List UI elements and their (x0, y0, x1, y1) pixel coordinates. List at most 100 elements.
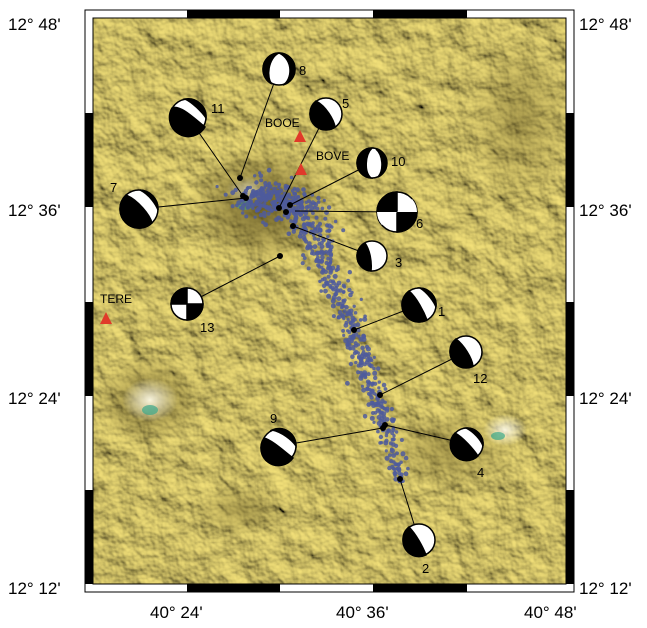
seismicity-dot (331, 287, 336, 292)
focal-mechanism-7 (119, 189, 159, 229)
seismicity-dot (278, 188, 284, 193)
seismicity-dot (329, 253, 333, 258)
station-triangle-tere (100, 312, 112, 324)
seismicity-dot (327, 229, 331, 233)
event-label-9: 9 (270, 411, 277, 426)
seismicity-dot (391, 428, 396, 433)
focal-mechanism-13 (170, 287, 204, 321)
seismicity-dot (267, 181, 271, 185)
leader-line-5 (278, 113, 327, 209)
seismicity-dot (261, 189, 266, 195)
epicenter-7 (243, 195, 249, 201)
seismicity-dot (325, 223, 330, 228)
seismicity-dot (392, 434, 396, 438)
seismicity-dot (253, 215, 257, 219)
seismicity-dot (320, 277, 325, 282)
lat-label-right-1212: 12° 12' (579, 579, 632, 598)
seismicity-dot (362, 370, 368, 376)
seismicity-dot (372, 370, 378, 376)
seismicity-dot (312, 236, 317, 241)
lon-label-4048: 40° 48' (524, 603, 577, 622)
lat-label-left-1224: 12° 24' (8, 389, 61, 408)
seismicity-dot (241, 207, 245, 211)
station-label-tere: TERE (100, 292, 132, 306)
seismicity-dot (341, 328, 345, 333)
seismicity-dot (362, 362, 367, 367)
seismicity-dot (285, 215, 290, 220)
seismicity-dot (326, 293, 332, 299)
focal-mechanism-12 (168, 97, 207, 138)
seismicity-dot (326, 242, 332, 248)
event-labels: 8 11 5 10 7 6 3 13 1 12 9 4 2 (110, 63, 487, 576)
seismicity-dot (241, 211, 245, 215)
seismicity-dot (352, 347, 356, 351)
stations: BOOE BOVE TERE (100, 116, 349, 324)
seismicity-dot (366, 372, 371, 377)
seismicity-dot (290, 189, 295, 193)
seismicity-dot (319, 244, 325, 250)
seismicity-dot (309, 205, 315, 211)
lat-label-right-1224: 12° 24' (579, 389, 632, 408)
seismicity-dot (383, 387, 388, 391)
seismicity-dot (327, 249, 331, 254)
seismicity-dot (381, 405, 385, 409)
seismicity-dot (256, 206, 261, 211)
seismicity-dot (352, 304, 356, 308)
lat-label-left-1236: 12° 36' (8, 201, 61, 220)
focal-mechanism-8 (262, 52, 296, 86)
seismicity-dot (334, 268, 339, 273)
seismicity-dot (280, 195, 284, 199)
event-label-12: 11 (211, 101, 225, 116)
seismicity-dot (373, 375, 378, 381)
seismicity-dot (336, 316, 340, 320)
focal-mechanism-2 (402, 523, 436, 558)
seismicity-dot (263, 222, 269, 228)
seismicity-dot (254, 180, 259, 185)
seismicity-dot (399, 438, 404, 442)
seismicity-dot (308, 245, 313, 250)
seismicity-dot (389, 406, 394, 412)
seismicity-dot (391, 437, 396, 442)
seismicity-dot (393, 476, 399, 482)
seismicity-dot (367, 392, 371, 396)
seismicity-dot (267, 196, 272, 201)
seismicity-dot (336, 265, 340, 269)
seismicity-dot (340, 314, 346, 319)
seismicity-dot (304, 205, 310, 210)
lat-label-left-1212: 12° 12' (8, 579, 61, 598)
seismicity-dot (361, 350, 366, 354)
focal-mechanism-5 (309, 97, 343, 131)
seismicity-dot (365, 346, 371, 352)
seismicity-dot (248, 199, 253, 204)
seismicity-dot (400, 451, 406, 457)
seismicity-dot (359, 297, 363, 301)
seismicity-dot (316, 237, 321, 242)
event-label-11: 10 (391, 154, 405, 169)
seismicity-dot (251, 206, 255, 210)
seismicity-dot (272, 191, 277, 195)
seismicity-dot (244, 214, 249, 219)
seismicity-dot (391, 466, 396, 471)
seismicity-dot (376, 366, 381, 371)
seismicity-dot (378, 441, 382, 445)
seismicity-dot (233, 187, 238, 193)
seismicity-dot (376, 429, 380, 434)
seismicity-dot (328, 257, 333, 262)
seismicity-dot (306, 216, 311, 221)
seismicity-dot (319, 289, 324, 293)
seismicity-dot (310, 223, 315, 228)
epicenter-1 (351, 327, 357, 333)
event-label-8: 8 (299, 63, 306, 78)
seismicity-dot (348, 347, 352, 351)
seismicity-dot (317, 242, 322, 246)
event-label-7: 7 (110, 180, 117, 195)
leader-line-13 (186, 255, 281, 305)
focal-mechanism-6 (376, 191, 418, 233)
seismicity-dot (362, 316, 368, 322)
seismicity-dot (346, 278, 350, 283)
seismicity-dot (223, 192, 228, 197)
seismicity-dot (347, 309, 351, 313)
lon-label-4036: 40° 36' (336, 603, 389, 622)
seismicity-dot (378, 434, 384, 440)
seismicity-dot (372, 420, 376, 424)
